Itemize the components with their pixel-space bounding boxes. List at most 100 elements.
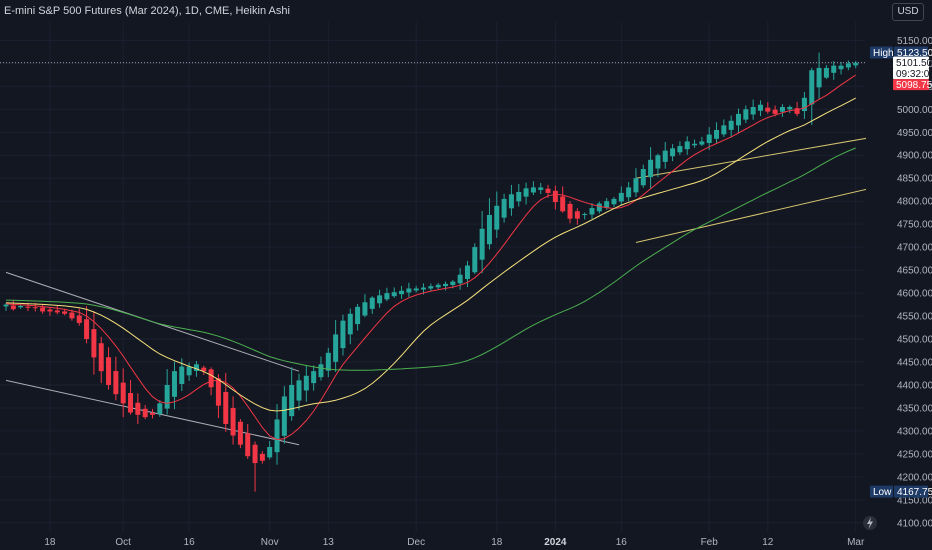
- candle-105[interactable]: [772, 105, 778, 117]
- candle-107[interactable]: [787, 105, 793, 114]
- candle-77[interactable]: [567, 201, 573, 224]
- candle-79[interactable]: [582, 212, 588, 220]
- candle-17[interactable]: [128, 379, 134, 415]
- candle-80[interactable]: [589, 203, 595, 220]
- candle-7[interactable]: [54, 305, 60, 315]
- candle-115[interactable]: [845, 60, 851, 71]
- candle-64[interactable]: [472, 243, 478, 275]
- candle-113[interactable]: [831, 61, 837, 80]
- candle-85[interactable]: [626, 182, 632, 202]
- candle-38[interactable]: [281, 386, 287, 444]
- candle-70[interactable]: [516, 184, 522, 207]
- candle-18[interactable]: [135, 393, 141, 425]
- candle-106[interactable]: [779, 104, 785, 117]
- candle-101[interactable]: [743, 105, 749, 123]
- candle-62[interactable]: [457, 267, 463, 290]
- candle-95[interactable]: [699, 136, 705, 147]
- candle-84[interactable]: [618, 186, 624, 206]
- candle-75[interactable]: [552, 185, 558, 210]
- candle-16[interactable]: [120, 368, 126, 418]
- candle-90[interactable]: [662, 141, 668, 169]
- candle-99[interactable]: [728, 115, 734, 138]
- candle-81[interactable]: [596, 201, 602, 214]
- candle-67[interactable]: [494, 191, 500, 238]
- candle-76[interactable]: [560, 186, 566, 213]
- candle-104[interactable]: [765, 102, 771, 114]
- candle-50[interactable]: [369, 296, 375, 314]
- candle-27[interactable]: [201, 365, 207, 375]
- candle-94[interactable]: [692, 139, 698, 148]
- candle-111[interactable]: [816, 52, 822, 99]
- candle-100[interactable]: [736, 108, 741, 133]
- candle-66[interactable]: [486, 198, 492, 250]
- candle-88[interactable]: [648, 147, 654, 190]
- candle-52[interactable]: [384, 287, 390, 302]
- candle-1[interactable]: [10, 299, 16, 311]
- candle-14[interactable]: [106, 347, 112, 390]
- candle-54[interactable]: [399, 285, 405, 299]
- candle-47[interactable]: [347, 308, 353, 345]
- candle-46[interactable]: [340, 314, 346, 356]
- candle-20[interactable]: [150, 409, 155, 419]
- candle-25[interactable]: [186, 362, 192, 381]
- candle-56[interactable]: [413, 285, 419, 293]
- candle-39[interactable]: [289, 367, 295, 421]
- candle-68[interactable]: [501, 193, 507, 223]
- candle-36[interactable]: [267, 441, 273, 460]
- candle-32[interactable]: [237, 419, 243, 449]
- candle-49[interactable]: [362, 294, 368, 318]
- candle-73[interactable]: [538, 182, 544, 195]
- x-axis[interactable]: 18 Oct 16 Nov 13 Dec 18 2024 16 Feb 12 Mar: [44, 537, 865, 548]
- candle-72[interactable]: [530, 181, 536, 196]
- candle-65[interactable]: [479, 210, 485, 274]
- candle-53[interactable]: [391, 287, 397, 298]
- candle-51[interactable]: [377, 289, 383, 308]
- candle-96[interactable]: [706, 127, 712, 150]
- candle-15[interactable]: [113, 356, 119, 401]
- candle-71[interactable]: [523, 182, 529, 205]
- candle-9[interactable]: [69, 309, 75, 321]
- candle-109[interactable]: [801, 91, 807, 119]
- candle-93[interactable]: [684, 136, 690, 155]
- candle-12[interactable]: [91, 312, 97, 375]
- candle-114[interactable]: [838, 61, 844, 75]
- candle-44[interactable]: [325, 347, 331, 378]
- candle-110[interactable]: [809, 67, 815, 126]
- candle-13[interactable]: [98, 336, 104, 384]
- candle-59[interactable]: [435, 283, 441, 290]
- candle-40[interactable]: [296, 373, 302, 411]
- candle-89[interactable]: [655, 153, 661, 178]
- candle-78[interactable]: [574, 208, 580, 225]
- candle-83[interactable]: [611, 196, 617, 208]
- candle-86[interactable]: [633, 168, 639, 198]
- candle-103[interactable]: [757, 100, 763, 117]
- tradingview-logo-icon[interactable]: [863, 516, 877, 530]
- candle-108[interactable]: [794, 101, 800, 117]
- candle-37[interactable]: [274, 404, 280, 465]
- candle-87[interactable]: [640, 164, 646, 188]
- candle-112[interactable]: [823, 65, 829, 80]
- candle-35[interactable]: [259, 451, 265, 464]
- candle-98[interactable]: [721, 119, 727, 137]
- candle-31[interactable]: [230, 396, 236, 445]
- candle-42[interactable]: [311, 365, 317, 391]
- candle-41[interactable]: [303, 365, 309, 402]
- candle-6[interactable]: [47, 307, 53, 316]
- candle-5[interactable]: [40, 304, 46, 314]
- currency-button[interactable]: USD: [892, 3, 924, 21]
- candle-69[interactable]: [508, 184, 514, 216]
- candle-58[interactable]: [428, 283, 434, 292]
- candle-91[interactable]: [670, 144, 676, 162]
- candle-55[interactable]: [406, 282, 412, 298]
- candle-33[interactable]: [245, 423, 251, 459]
- candle-layer[interactable]: [3, 52, 859, 492]
- candle-19[interactable]: [142, 404, 148, 420]
- candle-102[interactable]: [750, 99, 756, 120]
- candle-29[interactable]: [215, 374, 221, 418]
- candle-34[interactable]: [252, 441, 258, 492]
- candle-11[interactable]: [84, 306, 90, 344]
- candle-45[interactable]: [333, 320, 339, 373]
- candle-60[interactable]: [443, 281, 448, 291]
